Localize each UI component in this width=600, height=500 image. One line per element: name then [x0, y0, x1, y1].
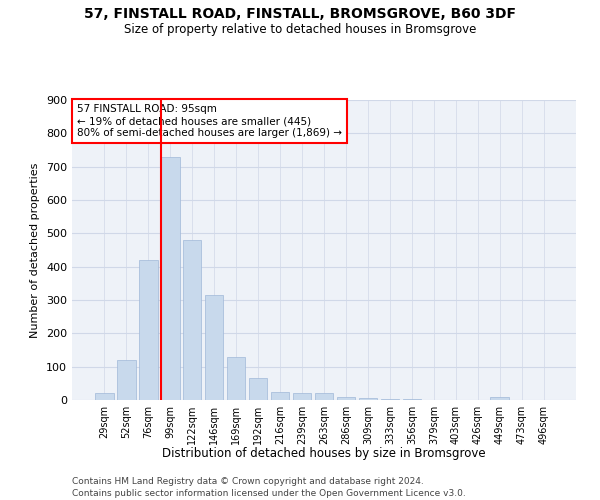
Bar [227, 356, 245, 400]
Y-axis label: Number of detached properties: Number of detached properties [31, 162, 40, 338]
Bar [139, 260, 158, 400]
Bar [293, 394, 311, 400]
Bar [490, 398, 509, 400]
Text: 57 FINSTALL ROAD: 95sqm
← 19% of detached houses are smaller (445)
80% of semi-d: 57 FINSTALL ROAD: 95sqm ← 19% of detache… [77, 104, 342, 138]
Bar [380, 399, 399, 400]
Bar [271, 392, 289, 400]
Bar [314, 394, 334, 400]
Bar [183, 240, 202, 400]
Text: Distribution of detached houses by size in Bromsgrove: Distribution of detached houses by size … [162, 448, 486, 460]
Text: 57, FINSTALL ROAD, FINSTALL, BROMSGROVE, B60 3DF: 57, FINSTALL ROAD, FINSTALL, BROMSGROVE,… [84, 8, 516, 22]
Bar [359, 398, 377, 400]
Bar [337, 396, 355, 400]
Bar [117, 360, 136, 400]
Text: Contains HM Land Registry data © Crown copyright and database right 2024.: Contains HM Land Registry data © Crown c… [72, 478, 424, 486]
Bar [249, 378, 268, 400]
Bar [95, 394, 113, 400]
Bar [205, 295, 223, 400]
Bar [161, 156, 179, 400]
Text: Contains public sector information licensed under the Open Government Licence v3: Contains public sector information licen… [72, 489, 466, 498]
Text: Size of property relative to detached houses in Bromsgrove: Size of property relative to detached ho… [124, 22, 476, 36]
